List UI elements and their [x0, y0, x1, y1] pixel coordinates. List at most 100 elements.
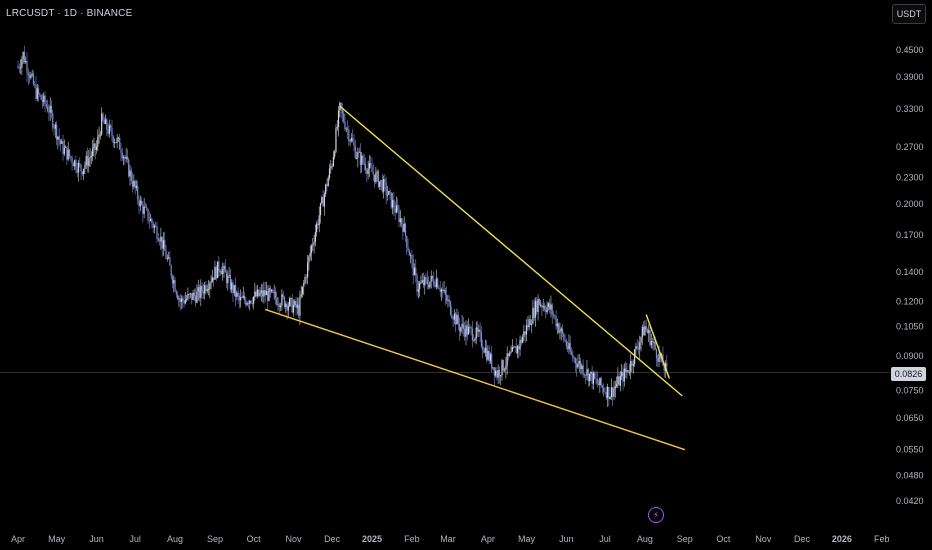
x-tick-label: 2026 [832, 534, 852, 544]
candle-body [456, 314, 458, 325]
candle-body [547, 303, 549, 307]
candle-body [559, 331, 561, 333]
candle-body [348, 129, 350, 142]
y-tick-label: 0.3900 [896, 72, 924, 82]
candle-body [287, 305, 289, 311]
candle-body [53, 127, 55, 129]
candle-body [439, 289, 441, 292]
candle-body [608, 386, 610, 400]
candle-body [543, 305, 546, 310]
candle-body [364, 164, 367, 171]
currency-button[interactable]: USDT [892, 4, 926, 24]
candle-body [240, 297, 242, 301]
candle-body [389, 191, 391, 193]
candle-body [545, 309, 547, 313]
candle-body [601, 385, 604, 388]
candle-body [198, 287, 201, 298]
candle-body [66, 146, 68, 160]
trendline[interactable] [264, 308, 686, 451]
candle-body [420, 282, 422, 284]
candle-body [380, 180, 382, 182]
candle-body [489, 354, 492, 362]
candle-body [359, 151, 362, 166]
candle-body [549, 303, 551, 310]
y-tick-label: 0.1700 [896, 230, 924, 240]
candle-body [406, 236, 408, 248]
candle-body [164, 240, 166, 251]
candle-body [449, 301, 452, 315]
candle-body [155, 225, 157, 227]
trendline[interactable] [645, 314, 671, 379]
candle-body [328, 168, 331, 178]
candle-body [264, 290, 266, 296]
y-tick-label: 0.0480 [896, 471, 924, 481]
candle-body [106, 119, 108, 130]
candle-body [534, 300, 537, 318]
candle-body [184, 299, 186, 304]
candle-body [413, 267, 416, 276]
candle-body [494, 370, 497, 376]
candle-body [162, 240, 165, 249]
lightning-icon[interactable]: ⚡ [648, 507, 664, 523]
candle-body [493, 367, 495, 376]
candle-body [366, 170, 368, 174]
candle-body [491, 354, 493, 369]
candle-body [422, 280, 425, 286]
candle-body [622, 371, 624, 382]
candle-body [626, 370, 628, 372]
candle-body [27, 72, 29, 76]
candle-body [390, 192, 392, 208]
x-tick-label: Oct [716, 534, 731, 544]
candle-body [322, 197, 324, 207]
candle-body [68, 149, 71, 157]
candle-body [197, 287, 199, 292]
candle-body [19, 67, 22, 69]
candle-body [556, 323, 558, 327]
candle-body [157, 238, 159, 241]
candle-body [435, 278, 437, 287]
candle-body [518, 346, 520, 350]
candle-body [532, 307, 534, 324]
candle-body [483, 350, 485, 353]
candle-body [612, 387, 614, 397]
candle-body [523, 331, 525, 338]
candle-body [421, 280, 423, 283]
candle-body [480, 332, 483, 347]
candle-body [129, 170, 131, 177]
candle-body [353, 141, 355, 146]
candle-body [213, 277, 215, 280]
candle-body [28, 75, 31, 79]
candle-body [56, 124, 58, 140]
trendline[interactable] [339, 105, 683, 397]
candle-body [261, 290, 264, 297]
candle-body [542, 305, 544, 308]
candle-body [637, 348, 640, 350]
candle-body [614, 386, 616, 389]
candle-body [117, 137, 120, 139]
candle-body [151, 218, 153, 224]
candle-body [546, 306, 548, 313]
candle-body [143, 206, 145, 214]
candle-body [148, 220, 150, 222]
candle-body [630, 361, 632, 372]
candle-body [502, 360, 504, 371]
candle-body [139, 200, 141, 207]
candle-body [617, 376, 619, 385]
candle-body [564, 339, 566, 342]
candle-body [270, 289, 273, 292]
candle-body [381, 180, 383, 192]
candle-body [116, 138, 118, 143]
candle-body [528, 319, 530, 328]
candle-body [323, 194, 325, 207]
candle-body [280, 305, 282, 308]
candle-body [560, 328, 562, 332]
candle-body [586, 369, 588, 376]
candle-body [156, 226, 158, 239]
candle-body [500, 375, 502, 377]
candle-body [104, 119, 107, 124]
candle-body [252, 296, 255, 304]
candle-body [654, 341, 656, 350]
y-tick-label: 0.0550 [896, 445, 924, 455]
candle-body [147, 208, 149, 221]
